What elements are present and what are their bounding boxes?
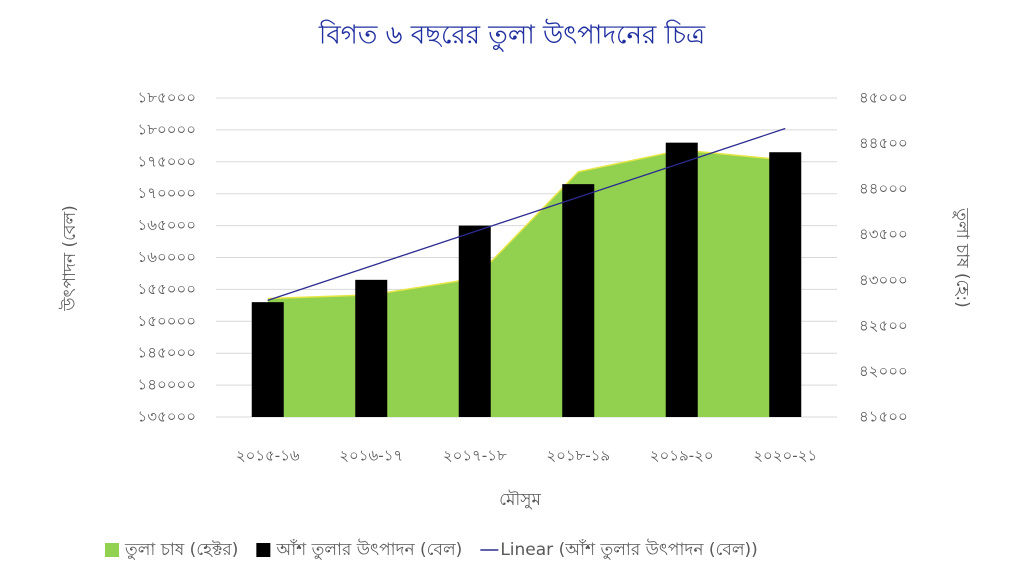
y-tick-label: ১৬৫০০০ <box>138 216 196 234</box>
bar <box>251 302 284 417</box>
legend-label: Linear (আঁশ তুলার উৎপাদন (বেল)) <box>500 539 757 560</box>
area-edge <box>267 149 786 300</box>
bar <box>458 225 491 417</box>
x-tick-label: ২০১৮-১৯ <box>546 447 610 465</box>
y-tick-label: ১৮০০০০ <box>138 120 196 138</box>
trend-line <box>267 127 786 301</box>
x-tick-label: ২০১৬-১৭ <box>339 447 403 465</box>
y2-tick-label: ৪২০০০ <box>859 362 908 380</box>
y-tick-label: ১৫০০০০ <box>138 312 196 330</box>
y2-tick-label: ৪৩০০০ <box>859 271 908 289</box>
x-tick-label: ২০১৫-১৬ <box>236 447 300 465</box>
y-tick-label: ১৭০০০০ <box>138 184 197 202</box>
x-tick-label: ২০১৯-২০ <box>650 447 714 465</box>
y2-axis-title: তুলা চাষ (হে:) <box>952 207 972 307</box>
x-tick-label: ২০১৭-১৮ <box>443 447 507 465</box>
y2-tick-label: ৪৪০০০ <box>859 180 908 198</box>
y2-tick-label: ৪৪৫০০ <box>859 134 908 152</box>
y2-tick-label: ৪২৫০০ <box>859 316 908 334</box>
legend-swatch <box>256 543 271 557</box>
y-tick-label: ১৮৫০০০ <box>138 89 196 107</box>
legend-swatch <box>105 543 119 557</box>
x-tick-label: ২০২০-২১ <box>753 447 817 465</box>
y-tick-label: ১৬০০০০ <box>138 248 197 266</box>
bar <box>665 142 698 417</box>
chart-title: বিগত ৬ বছরের তুলা উৎপাদনের চিত্র <box>318 19 706 52</box>
y-axis-title: উৎপাদন (বেল) <box>59 205 80 312</box>
y2-tick-label: ৪৫০০০ <box>859 89 908 107</box>
y-tick-label: ১৪৫০০০ <box>138 344 196 362</box>
legend-label: তুলা চাষ (হেক্টর) <box>124 540 238 560</box>
y-tick-label: ১৭৫০০০ <box>138 152 196 170</box>
bar <box>562 184 595 417</box>
bar <box>769 152 802 418</box>
y-tick-label: ১৫৫০০০ <box>138 280 196 298</box>
y-tick-label: ১৪০০০০ <box>138 376 196 394</box>
y2-tick-label: ৪১৫০০ <box>859 408 908 426</box>
y-tick-label: ১৩৫০০০ <box>138 408 196 426</box>
legend-label: আঁশ তুলার উৎপাদন (বেল) <box>275 539 462 560</box>
y2-tick-label: ৪৩৫০০ <box>859 225 908 243</box>
area <box>267 149 786 418</box>
bar <box>355 279 388 417</box>
x-axis-title: মৌসুম <box>499 490 541 510</box>
